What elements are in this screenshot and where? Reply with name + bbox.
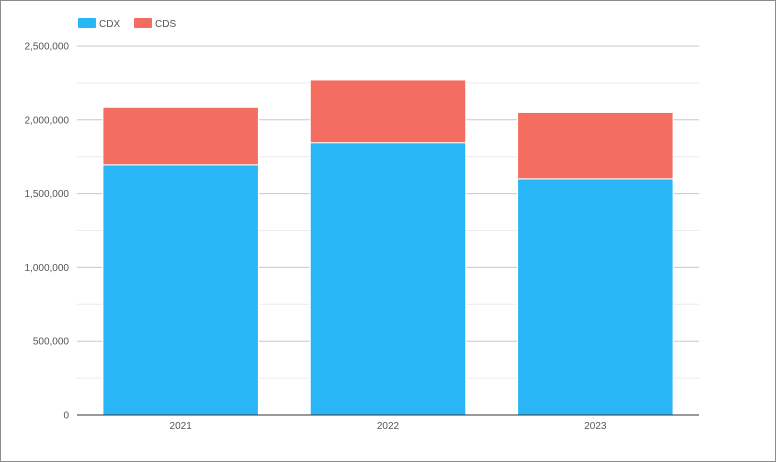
legend-label-cdx: CDX	[99, 19, 120, 30]
bar-cdx-2021[interactable]	[102, 164, 259, 416]
bar-cdx-2023[interactable]	[517, 178, 674, 416]
y-tick-label: 500,000	[33, 337, 70, 348]
legend: CDX CDS	[78, 18, 176, 30]
bar-cds-2022[interactable]	[309, 79, 467, 144]
x-tick-label: 2023	[584, 421, 607, 432]
y-tick-label: 2,500,000	[25, 42, 70, 53]
y-tick-labels: 0 500,000 1,000,000 1,500,000 2,000,000 2,500…	[25, 42, 70, 422]
x-tick-label: 2021	[170, 421, 193, 432]
y-tick-label: 1,000,000	[25, 263, 70, 274]
bar-cds-2023[interactable]	[517, 111, 674, 180]
y-tick-label: 0	[63, 411, 69, 422]
bar-cdx-2022[interactable]	[309, 142, 467, 416]
x-tick-label: 2022	[377, 421, 400, 432]
y-tick-label: 2,000,000	[25, 115, 70, 126]
legend-swatch-cds	[134, 18, 152, 28]
x-tick-labels: 2021 2022 2023	[170, 421, 607, 432]
bar-cds-2021[interactable]	[102, 106, 259, 166]
legend-swatch-cdx	[78, 18, 96, 28]
legend-label-cds: CDS	[155, 19, 176, 30]
y-tick-label: 1,500,000	[25, 189, 70, 200]
bars	[102, 79, 674, 416]
